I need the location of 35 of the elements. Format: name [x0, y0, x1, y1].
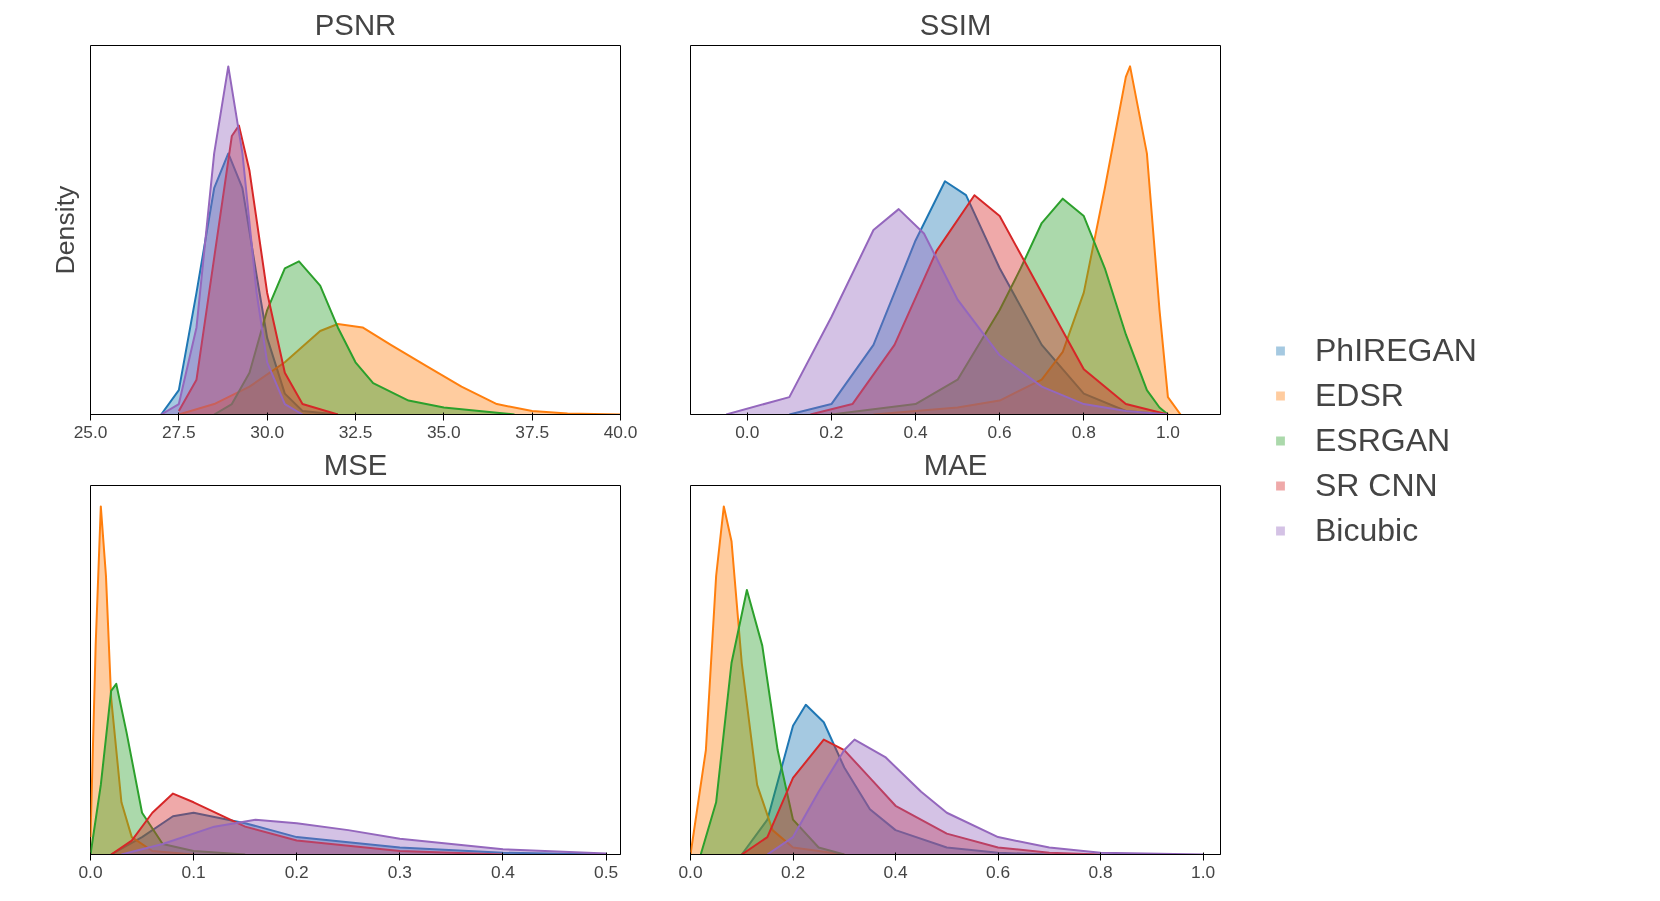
chart-title: PSNR — [314, 7, 397, 41]
x-tick-label: 25.0 — [73, 421, 108, 442]
x-tick-label: 27.5 — [161, 421, 196, 442]
x-tick-label: 0.2 — [780, 861, 806, 882]
x-tick-label: 0.8 — [1088, 861, 1113, 882]
x-tick-label: 0.8 — [1071, 421, 1096, 442]
legend-label: EDSR — [1315, 376, 1404, 414]
legend-label: Bicubic — [1315, 511, 1419, 549]
x-tick-label: 1.0 — [1155, 421, 1180, 442]
x-tick-label: 0.3 — [387, 861, 412, 882]
x-tick-label: 0.4 — [490, 861, 516, 882]
x-tick-label: 0.4 — [903, 421, 928, 442]
x-tick-label: 0.0 — [78, 861, 103, 882]
x-tick-label: 0.4 — [883, 861, 908, 882]
x-tick-label: 0.2 — [819, 421, 844, 442]
x-tick-label: 32.5 — [338, 421, 373, 442]
x-tick-label: 30.0 — [250, 421, 285, 442]
x-tick-label: 0.2 — [284, 861, 309, 882]
chart-title: MAE — [923, 447, 988, 481]
chart-title: SSIM — [919, 7, 992, 41]
x-tick-label: 37.5 — [515, 421, 550, 442]
x-tick-label: 0.0 — [678, 861, 703, 882]
chart-title: MSE — [323, 447, 388, 481]
x-tick-label: 40.0 — [603, 421, 638, 442]
legend-label: ESRGAN — [1315, 421, 1451, 459]
x-tick-label: 1.0 — [1191, 861, 1216, 882]
x-tick-label: 0.0 — [735, 421, 760, 442]
x-tick-label: 0.1 — [181, 861, 206, 882]
x-tick-label: 35.0 — [426, 421, 461, 442]
y-axis-title: Density — [49, 184, 80, 275]
legend-label: SR CNN — [1315, 466, 1438, 504]
legend-label: PhIREGAN — [1315, 331, 1477, 369]
x-tick-label: 0.6 — [987, 421, 1012, 442]
x-tick-label: 0.5 — [594, 861, 619, 882]
x-tick-label: 0.6 — [986, 861, 1011, 882]
